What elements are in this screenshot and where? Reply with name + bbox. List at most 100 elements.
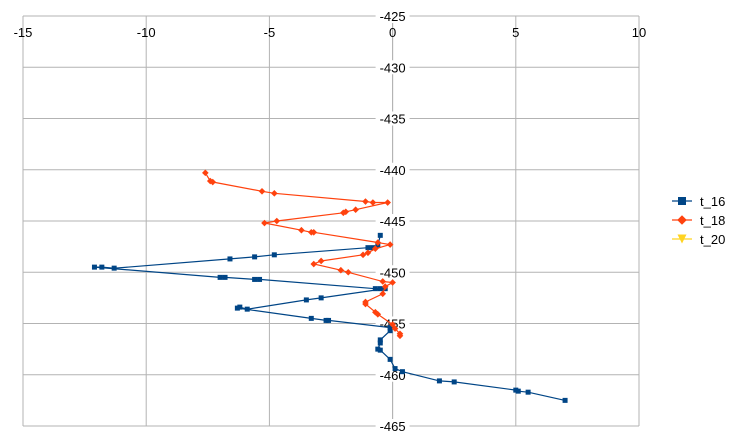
data-point	[515, 388, 521, 394]
data-point	[374, 239, 382, 246]
data-point	[377, 337, 383, 343]
data-point	[326, 317, 332, 323]
data-point	[344, 268, 352, 276]
legend-label: t_18	[700, 213, 725, 228]
data-point	[364, 249, 372, 257]
data-point	[387, 328, 393, 334]
data-point	[379, 290, 387, 298]
y-tick-label: -430	[380, 60, 406, 75]
data-point	[370, 245, 376, 251]
x-tick-label: -10	[137, 25, 156, 40]
data-point	[310, 260, 318, 268]
series-line	[94, 235, 566, 401]
series-line	[204, 172, 401, 336]
legend-swatch-marker	[677, 215, 687, 225]
data-point	[308, 315, 314, 321]
legend-item-t-20: t_20	[672, 232, 725, 247]
data-point	[202, 169, 209, 177]
legend: t_16 t_18 t_20	[672, 194, 725, 247]
series-t-16	[91, 232, 568, 403]
data-point	[399, 369, 405, 375]
data-point	[206, 177, 214, 185]
axes: -15-10-50510-425-430-435-440-445-450-455…	[14, 9, 646, 434]
y-tick-label-background	[375, 265, 410, 280]
data-point	[252, 276, 258, 282]
data-point	[342, 208, 350, 216]
data-point	[298, 226, 305, 234]
plot-series	[91, 169, 568, 403]
data-point	[372, 286, 378, 292]
legend-label: t_16	[700, 194, 725, 209]
data-point	[362, 198, 369, 205]
y-tick-label-background	[375, 162, 410, 177]
data-point	[271, 190, 278, 197]
data-point	[377, 232, 383, 238]
y-tick-label: -435	[380, 112, 406, 127]
data-point	[372, 308, 379, 316]
data-point	[396, 332, 404, 340]
data-point	[222, 274, 228, 280]
data-point	[525, 389, 531, 395]
legend-item-t-18: t_18	[672, 213, 725, 228]
y-tick-label: -450	[380, 265, 406, 280]
data-point	[381, 283, 389, 290]
data-point	[340, 209, 347, 217]
legend-swatch-marker	[677, 234, 687, 244]
data-point	[391, 325, 399, 332]
data-point	[271, 252, 277, 258]
data-point	[369, 199, 377, 206]
data-point	[451, 379, 457, 385]
data-point	[111, 265, 117, 271]
y-tick-label-background	[375, 111, 410, 126]
data-point	[303, 297, 309, 303]
data-point	[99, 264, 105, 270]
legend-item-t-16: t_16	[672, 194, 725, 209]
y-tick-label-background	[375, 60, 410, 75]
data-point	[374, 310, 382, 318]
x-tick-label: 5	[512, 25, 519, 40]
y-tick-label-background	[375, 214, 410, 228]
data-point	[91, 264, 97, 270]
data-point	[372, 245, 379, 252]
data-point	[377, 340, 383, 346]
data-point	[352, 206, 359, 214]
data-point	[258, 187, 266, 195]
grid	[22, 15, 640, 427]
data-point	[234, 305, 240, 311]
data-point	[217, 274, 223, 280]
data-point	[379, 278, 387, 285]
data-point	[362, 300, 369, 308]
data-point	[337, 266, 345, 274]
data-point	[392, 366, 398, 372]
y-tick-label: -445	[380, 214, 406, 229]
data-point	[244, 306, 250, 312]
series-t-18	[202, 169, 404, 340]
data-point	[387, 325, 393, 331]
data-point	[318, 295, 324, 301]
legend-label: t_20	[700, 232, 725, 247]
x-tick-label: -15	[14, 25, 33, 40]
data-point	[562, 397, 568, 403]
data-point	[377, 347, 383, 353]
x-tick-label: 10	[632, 25, 646, 40]
y-tick-label-background	[375, 419, 410, 433]
data-point	[387, 356, 393, 362]
data-point	[227, 256, 233, 262]
y-tick-label: -460	[380, 368, 406, 383]
data-point	[365, 245, 371, 251]
data-point	[252, 254, 258, 260]
data-point	[359, 251, 367, 259]
data-point	[317, 257, 325, 265]
data-point	[257, 276, 263, 282]
data-point	[436, 378, 442, 384]
data-point	[386, 241, 394, 248]
y-tick-label-background	[375, 9, 410, 23]
y-tick-label: -425	[380, 9, 406, 24]
y-tick-label: -465	[380, 419, 406, 434]
y-tick-label: -440	[380, 163, 406, 178]
data-point	[377, 286, 383, 292]
data-point	[209, 178, 217, 186]
data-point	[273, 217, 281, 225]
data-point	[389, 321, 396, 328]
